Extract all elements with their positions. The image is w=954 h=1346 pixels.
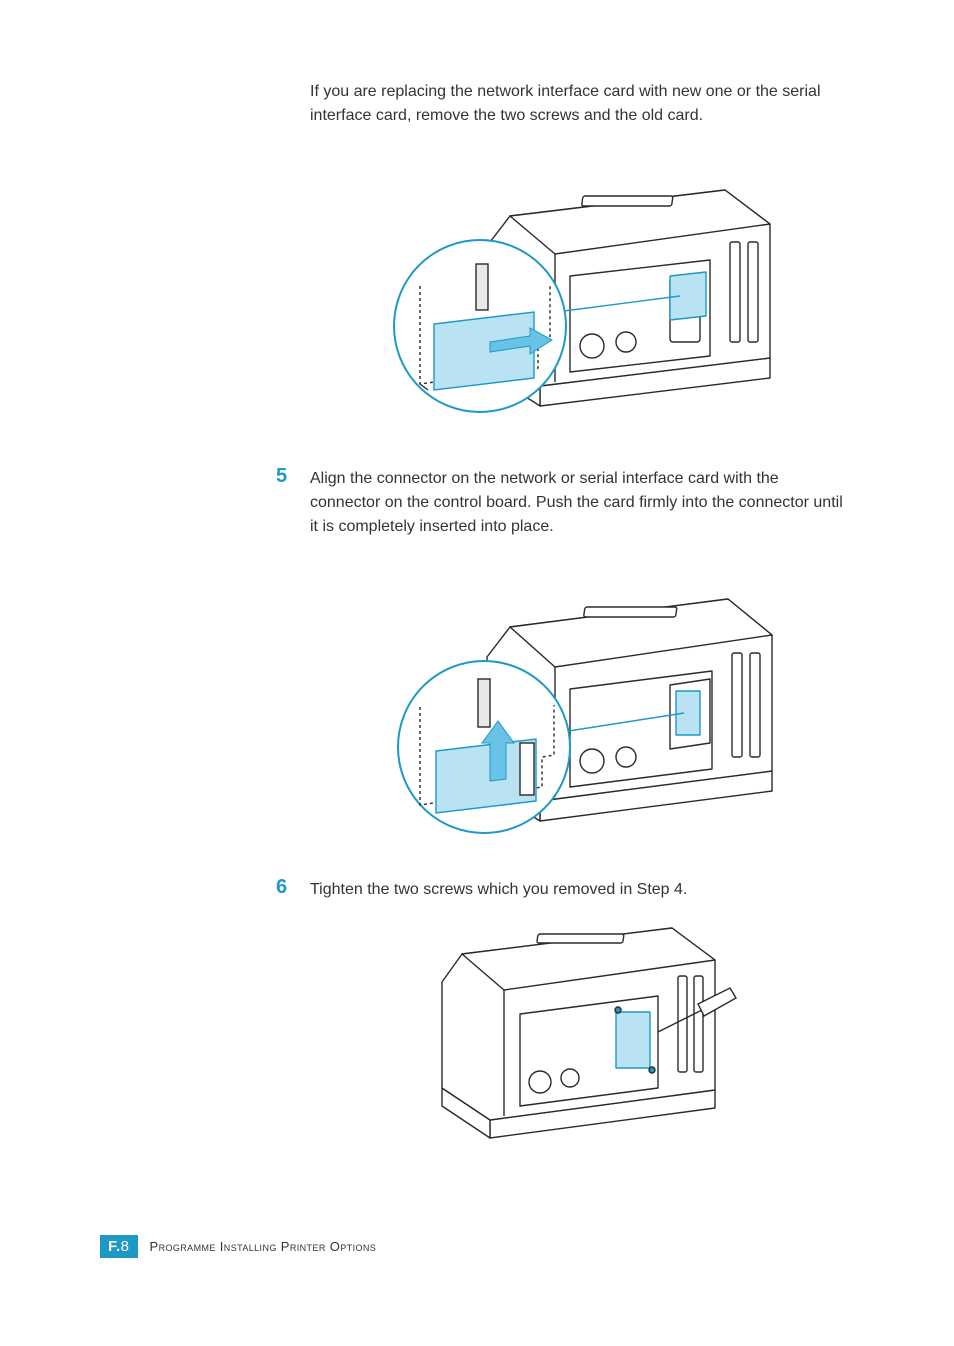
figure-insert-card [310,557,850,842]
step-5: 5 Align the connector on the network or … [310,467,850,539]
figure-remove-card [310,146,850,431]
printer-illustration-1 [370,146,790,426]
printer-illustration-3 [420,920,740,1150]
page-number: 8 [121,1238,130,1255]
figure-tighten-screws [310,920,850,1155]
step-6-text: Tighten the two screws which you removed… [310,878,850,902]
section-letter: F. [108,1238,121,1255]
step-5-text: Align the connector on the network or se… [310,467,850,539]
printer-illustration-2 [370,557,790,837]
page-number-badge: F.8 [100,1235,138,1258]
step-6: 6 Tighten the two screws which you remov… [310,878,850,902]
step-number-6: 6 [276,876,287,899]
footer-section-title: Programme Installing Printer Options [150,1239,377,1254]
step-number-5: 5 [276,465,287,488]
intro-paragraph: If you are replacing the network interfa… [310,80,850,128]
page-footer: F.8 Programme Installing Printer Options [100,1235,376,1258]
